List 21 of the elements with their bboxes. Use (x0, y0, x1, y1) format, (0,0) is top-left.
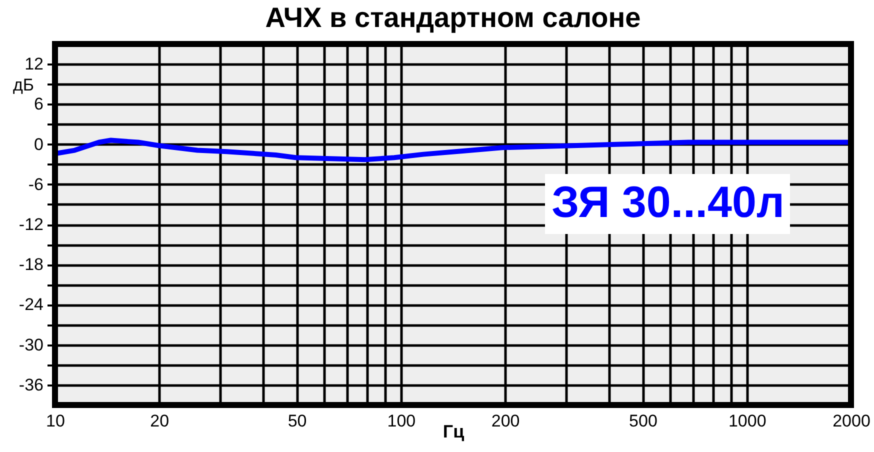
x-tick-label: 10 (46, 412, 65, 430)
y-tick-label: 6 (34, 94, 44, 114)
x-tick-label: 2000 (832, 412, 870, 430)
x-axis-title: Гц (442, 422, 464, 442)
y-tick-label: 0 (34, 134, 44, 154)
y-axis-title: дБ (12, 76, 34, 94)
x-tick-label: 200 (491, 412, 520, 430)
x-tick-label: 50 (288, 412, 307, 430)
y-tick-label: -6 (28, 174, 44, 194)
x-tick-label: 100 (387, 412, 416, 430)
y-tick-label: -36 (18, 375, 44, 394)
x-tick-label: 500 (629, 412, 658, 430)
x-tick-label: 1000 (728, 412, 766, 430)
y-tick-label: -30 (18, 335, 44, 354)
x-tick-label: 20 (150, 412, 170, 430)
y-tick-label: 12 (24, 54, 44, 74)
y-tick-label: -12 (18, 215, 44, 234)
y-tick-label: -18 (18, 255, 44, 274)
series-label: ЗЯ 30...40л (552, 178, 784, 227)
y-tick-label: -24 (18, 295, 44, 314)
chart-title: АЧХ в стандартном салоне (265, 2, 641, 33)
